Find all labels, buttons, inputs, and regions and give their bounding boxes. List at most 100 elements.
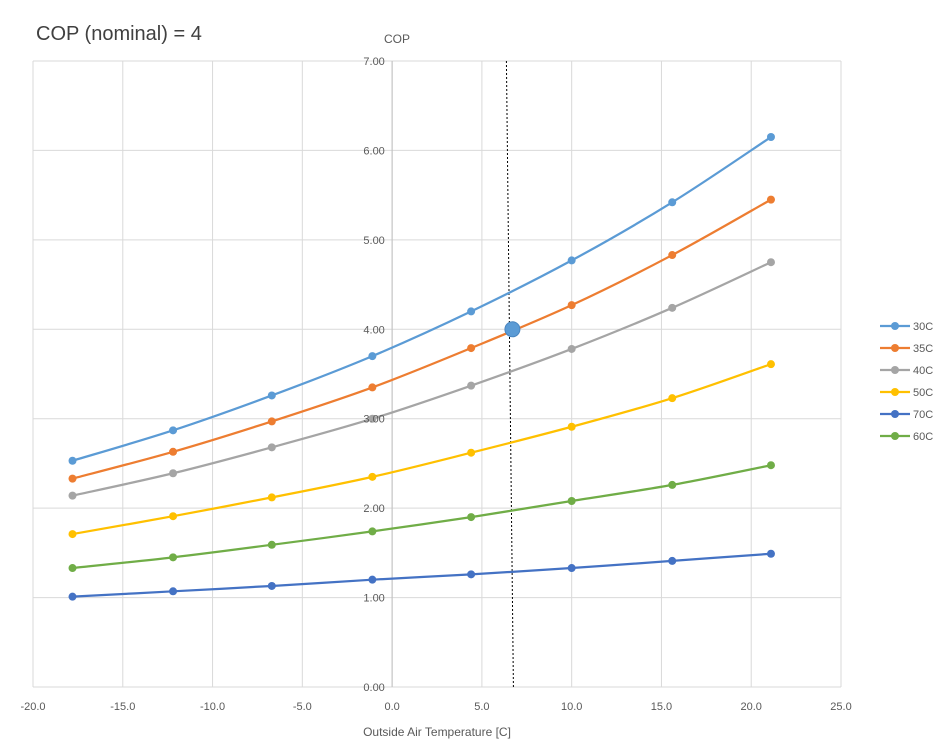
- legend-label: 40C: [913, 365, 933, 377]
- legend-swatch-marker: [891, 388, 899, 396]
- data-point: [368, 472, 377, 481]
- y-tick-label: 4.00: [363, 324, 384, 336]
- legend-swatch-marker: [891, 410, 899, 418]
- y-tick-label: 0.00: [363, 682, 384, 694]
- legend: 30C 35C 40C 50C 70C 60C: [880, 321, 933, 443]
- data-point: [169, 553, 178, 562]
- series-line: [72, 136, 772, 462]
- series-line: [72, 464, 772, 570]
- data-point: [766, 549, 775, 558]
- y-axis-title: COP: [384, 32, 410, 46]
- x-axis-title: Outside Air Temperature [C]: [363, 725, 511, 739]
- x-tick-label: 10.0: [561, 701, 582, 713]
- data-point: [368, 414, 377, 423]
- series-line: [72, 552, 772, 598]
- series-50C: [68, 360, 775, 539]
- data-point: [567, 564, 576, 573]
- data-point: [668, 251, 677, 260]
- data-point: [766, 461, 775, 470]
- data-point: [368, 527, 377, 536]
- data-point: [368, 383, 377, 392]
- data-point: [766, 195, 775, 204]
- legend-item: 60C: [880, 431, 933, 443]
- plot-area: [33, 61, 841, 687]
- legend-swatch-marker: [891, 366, 899, 374]
- data-point: [267, 417, 276, 426]
- legend-label: 30C: [913, 321, 933, 333]
- legend-item: 40C: [880, 365, 933, 377]
- data-point: [368, 575, 377, 584]
- data-point: [68, 564, 77, 573]
- series-line: [72, 363, 772, 536]
- x-tick-label: 20.0: [741, 701, 762, 713]
- series-group: [68, 133, 775, 601]
- data-point: [567, 344, 576, 353]
- series-line: [72, 261, 772, 497]
- x-tick-label: -10.0: [200, 701, 225, 713]
- legend-swatch-marker: [891, 432, 899, 440]
- data-point: [267, 581, 276, 590]
- data-point: [68, 530, 77, 539]
- y-tick-label: 7.00: [363, 56, 384, 68]
- data-point: [68, 491, 77, 500]
- legend-item: 30C: [880, 321, 933, 333]
- data-point: [668, 556, 677, 565]
- data-point: [467, 344, 476, 353]
- data-point: [567, 422, 576, 431]
- data-point: [766, 258, 775, 267]
- reference-vertical-line: [505, 60, 514, 688]
- y-tick-label: 3.00: [363, 414, 384, 426]
- y-tick-label: 1.00: [363, 593, 384, 605]
- data-point: [668, 480, 677, 489]
- data-point: [68, 456, 77, 465]
- series-40C: [68, 258, 775, 500]
- data-point: [668, 394, 677, 403]
- data-point: [267, 443, 276, 452]
- y-tick-label: 6.00: [363, 145, 384, 157]
- data-point: [467, 570, 476, 579]
- data-point: [467, 307, 476, 316]
- x-tick-label: -20.0: [20, 701, 45, 713]
- series-30C: [68, 133, 775, 465]
- series-70C: [68, 549, 775, 601]
- series-60C: [68, 461, 775, 573]
- x-tick-label: 0.0: [384, 701, 399, 713]
- reference-line-group: [505, 60, 514, 688]
- legend-label: 70C: [913, 409, 933, 421]
- data-point: [766, 360, 775, 369]
- x-tick-label: -5.0: [293, 701, 312, 713]
- data-point: [68, 592, 77, 601]
- x-tick-label: 15.0: [651, 701, 672, 713]
- legend-item: 50C: [880, 387, 933, 399]
- data-point: [467, 448, 476, 457]
- x-tick-label: 25.0: [830, 701, 851, 713]
- data-point: [668, 198, 677, 207]
- data-point: [766, 133, 775, 142]
- data-point: [169, 426, 178, 435]
- x-tick-label: 5.0: [474, 701, 489, 713]
- data-point: [668, 303, 677, 312]
- tick-labels: -20.0 -15.0 -10.0 -5.0 0.0 5.0 10.0 15.0 20.0 25.…: [20, 56, 851, 713]
- y-tick-label: 5.00: [363, 235, 384, 247]
- gridlines: [32, 60, 842, 688]
- legend-label: 60C: [913, 431, 933, 443]
- data-point: [368, 352, 377, 361]
- legend-swatch-marker: [891, 322, 899, 330]
- chart-title: COP (nominal) = 4: [36, 23, 202, 45]
- data-point: [169, 469, 178, 478]
- y-tick-label: 2.00: [363, 503, 384, 515]
- legend-item: 35C: [880, 343, 933, 355]
- highlight-point: [504, 321, 521, 338]
- data-point: [267, 493, 276, 502]
- data-point: [169, 512, 178, 521]
- legend-item: 70C: [880, 409, 933, 421]
- data-point: [567, 256, 576, 265]
- legend-swatch-marker: [891, 344, 899, 352]
- legend-label: 35C: [913, 343, 933, 355]
- series-35C: [68, 195, 775, 483]
- data-point: [267, 391, 276, 400]
- data-point: [169, 587, 178, 596]
- series-line: [72, 198, 772, 480]
- data-point: [68, 474, 77, 483]
